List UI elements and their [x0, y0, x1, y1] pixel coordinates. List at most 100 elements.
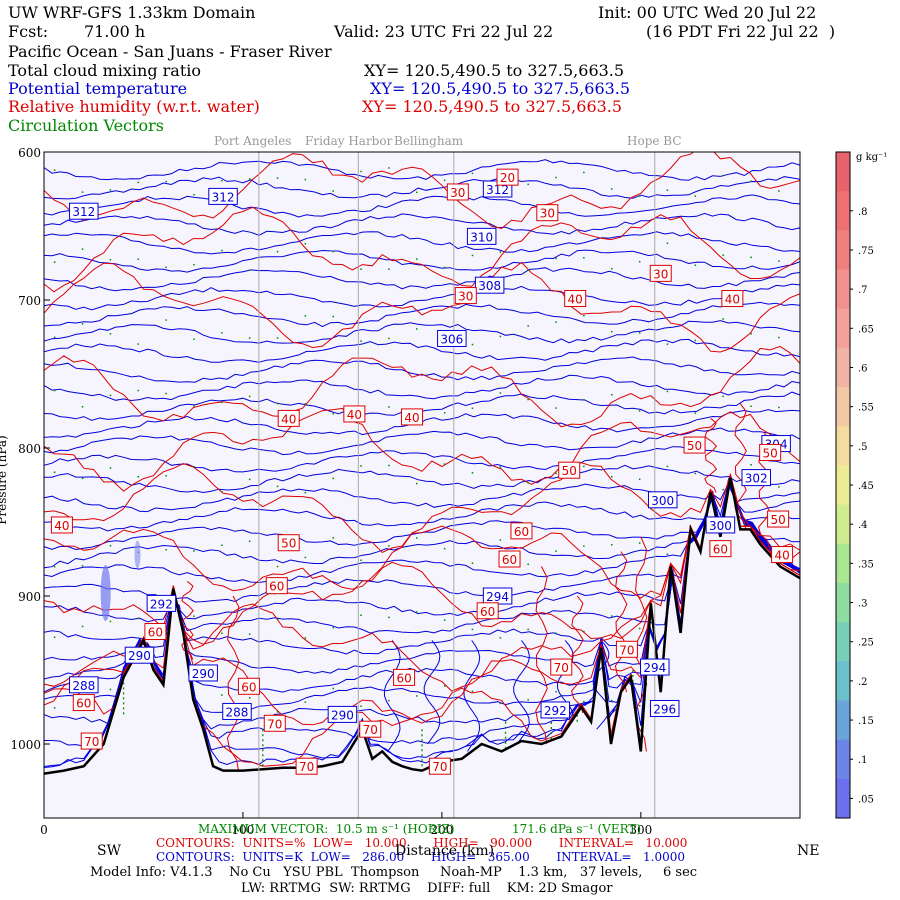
legend-swatch	[836, 347, 850, 388]
theta-contour	[44, 482, 800, 532]
theta-contour	[44, 480, 800, 569]
circulation-vector	[165, 549, 167, 551]
theta-contour	[513, 640, 530, 745]
legend-title: g kg⁻¹	[856, 152, 887, 163]
circulation-vector	[555, 472, 557, 475]
theta-contour	[44, 176, 800, 200]
circulation-vector	[109, 259, 112, 261]
theta-contour	[44, 231, 800, 255]
circulation-vector	[471, 254, 474, 257]
circulation-vector	[81, 477, 84, 480]
rh-label-box	[721, 290, 744, 308]
circulation-vector	[638, 261, 641, 263]
rh-label-box	[277, 534, 300, 552]
legend-swatch	[836, 700, 850, 741]
rh-label-box	[683, 436, 706, 454]
rh-contour	[535, 566, 548, 745]
circulation-vector	[499, 335, 502, 338]
theta-label-box	[649, 699, 680, 717]
rh-label: 60	[502, 553, 517, 567]
legend-label: .2	[858, 677, 868, 688]
circulation-vector	[193, 550, 195, 552]
rh-label-box	[649, 264, 672, 282]
circulation-vector	[193, 466, 195, 468]
circulation-vector	[388, 699, 390, 702]
theta-contour	[44, 356, 800, 383]
y-tick-label: 800	[18, 442, 41, 456]
circulation-vector	[137, 476, 139, 478]
y-tick-label: 900	[18, 590, 41, 604]
circulation-vector	[388, 464, 390, 467]
theta-contour	[423, 640, 441, 745]
rh-label: 70	[432, 760, 447, 774]
circulation-vector	[722, 395, 724, 398]
circulation-vector	[583, 314, 585, 317]
circulation-vector	[165, 180, 167, 183]
circulation-vector	[388, 616, 390, 619]
circulation-vector	[611, 544, 613, 546]
place-friday-harbor: Friday Harbor	[305, 134, 393, 148]
circulation-vector	[778, 190, 780, 192]
circulation-vector	[276, 485, 279, 488]
circulation-vector	[388, 167, 390, 169]
circulation-vector	[137, 389, 139, 392]
x-tick-label: 0	[40, 823, 48, 837]
x-axis-title: Distance (km)	[395, 843, 495, 859]
rh-label: 50	[770, 513, 785, 527]
legend-swatch	[836, 582, 850, 623]
rh-label: 70	[554, 661, 569, 675]
theta-contour	[44, 301, 800, 328]
circulation-vector	[638, 542, 641, 544]
rh-label-box	[263, 714, 286, 732]
circulation-vector	[53, 389, 56, 392]
y-tick-label: 700	[18, 294, 41, 308]
circulation-vector	[499, 539, 502, 541]
circulation-vector	[221, 179, 223, 182]
circulation-vector	[304, 701, 307, 703]
legend-swatch	[836, 739, 850, 780]
circulation-vector	[53, 261, 56, 263]
circulation-vector	[248, 395, 251, 398]
x-tick-label: 200	[430, 823, 453, 837]
circulation-vector	[583, 630, 585, 633]
rh-contour	[181, 580, 194, 660]
legend-label: .15	[858, 716, 874, 727]
circulation-vector	[416, 258, 418, 260]
circulation-vector	[221, 632, 223, 635]
circulation-vector	[388, 406, 390, 408]
circulation-vector	[165, 319, 167, 321]
rh-label-box	[343, 405, 366, 423]
rh-label: 40	[568, 293, 583, 307]
circulation-vector	[360, 340, 362, 342]
circulation-vector	[248, 178, 251, 180]
circulation-vector	[443, 266, 446, 269]
circulation-vector	[137, 181, 139, 184]
circulation-vector	[527, 398, 529, 401]
rh-label-box	[80, 732, 103, 750]
circulation-vector	[666, 465, 669, 468]
field-rh-xy: XY= 120.5,490.5 to 327.5,663.5	[362, 97, 623, 116]
legend-label: .5	[858, 442, 868, 453]
theta-contour	[44, 212, 800, 236]
circulation-vector	[53, 566, 56, 568]
rh-label-box	[446, 183, 469, 201]
place-bellingham: Bellingham	[394, 134, 464, 148]
circulation-vector	[332, 687, 334, 690]
legend-label: .55	[858, 403, 874, 414]
theta-label-box	[466, 227, 497, 245]
rh-label-box	[144, 623, 167, 641]
circulation-vector	[499, 392, 502, 394]
rh-label: 50	[562, 464, 577, 478]
circulation-vector	[638, 478, 641, 481]
y-axis-title: Pressure (hPa)	[0, 435, 9, 524]
circulation-vector	[527, 325, 529, 327]
theta-contour	[463, 640, 481, 752]
theta-label: 288	[72, 679, 95, 693]
theta-contour	[44, 267, 800, 292]
circulation-vector	[499, 251, 502, 253]
theta-label: 290	[192, 667, 215, 681]
circulation-vector	[555, 550, 557, 552]
circulation-vector	[471, 343, 474, 346]
max-vector-vert: 171.6 dPa s⁻¹ (VERT)	[512, 822, 642, 836]
rh-contour	[614, 551, 628, 693]
